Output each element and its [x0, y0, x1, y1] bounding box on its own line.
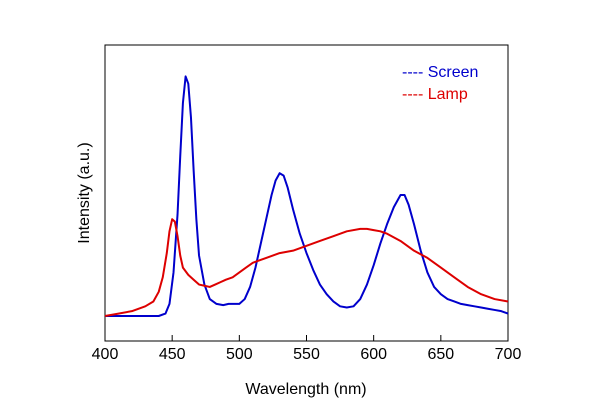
series-line-screen	[105, 75, 509, 317]
x-axis-ticks	[104, 335, 509, 341]
legend-screen: ---- Screen	[402, 64, 478, 81]
series-layer	[104, 75, 509, 317]
x-tick-label-450: 450	[159, 346, 186, 363]
legend: ---- Screen ---- Lamp	[402, 64, 478, 103]
x-tick-label-500: 500	[226, 346, 253, 363]
x-tick-label-600: 600	[360, 346, 387, 363]
y-axis-title: Intensity (a.u.)	[76, 142, 93, 243]
legend-lamp: ---- Lamp	[402, 86, 468, 103]
x-tick-label-550: 550	[293, 346, 320, 363]
x-axis-title: Wavelength (nm)	[245, 381, 366, 398]
x-tick-label-650: 650	[427, 346, 454, 363]
series-line-lamp	[104, 218, 509, 317]
x-tick-label-700: 700	[495, 346, 522, 363]
x-tick-label-400: 400	[92, 346, 119, 363]
x-axis-tick-labels: 400 450 500 550 600 650 700	[92, 346, 522, 363]
